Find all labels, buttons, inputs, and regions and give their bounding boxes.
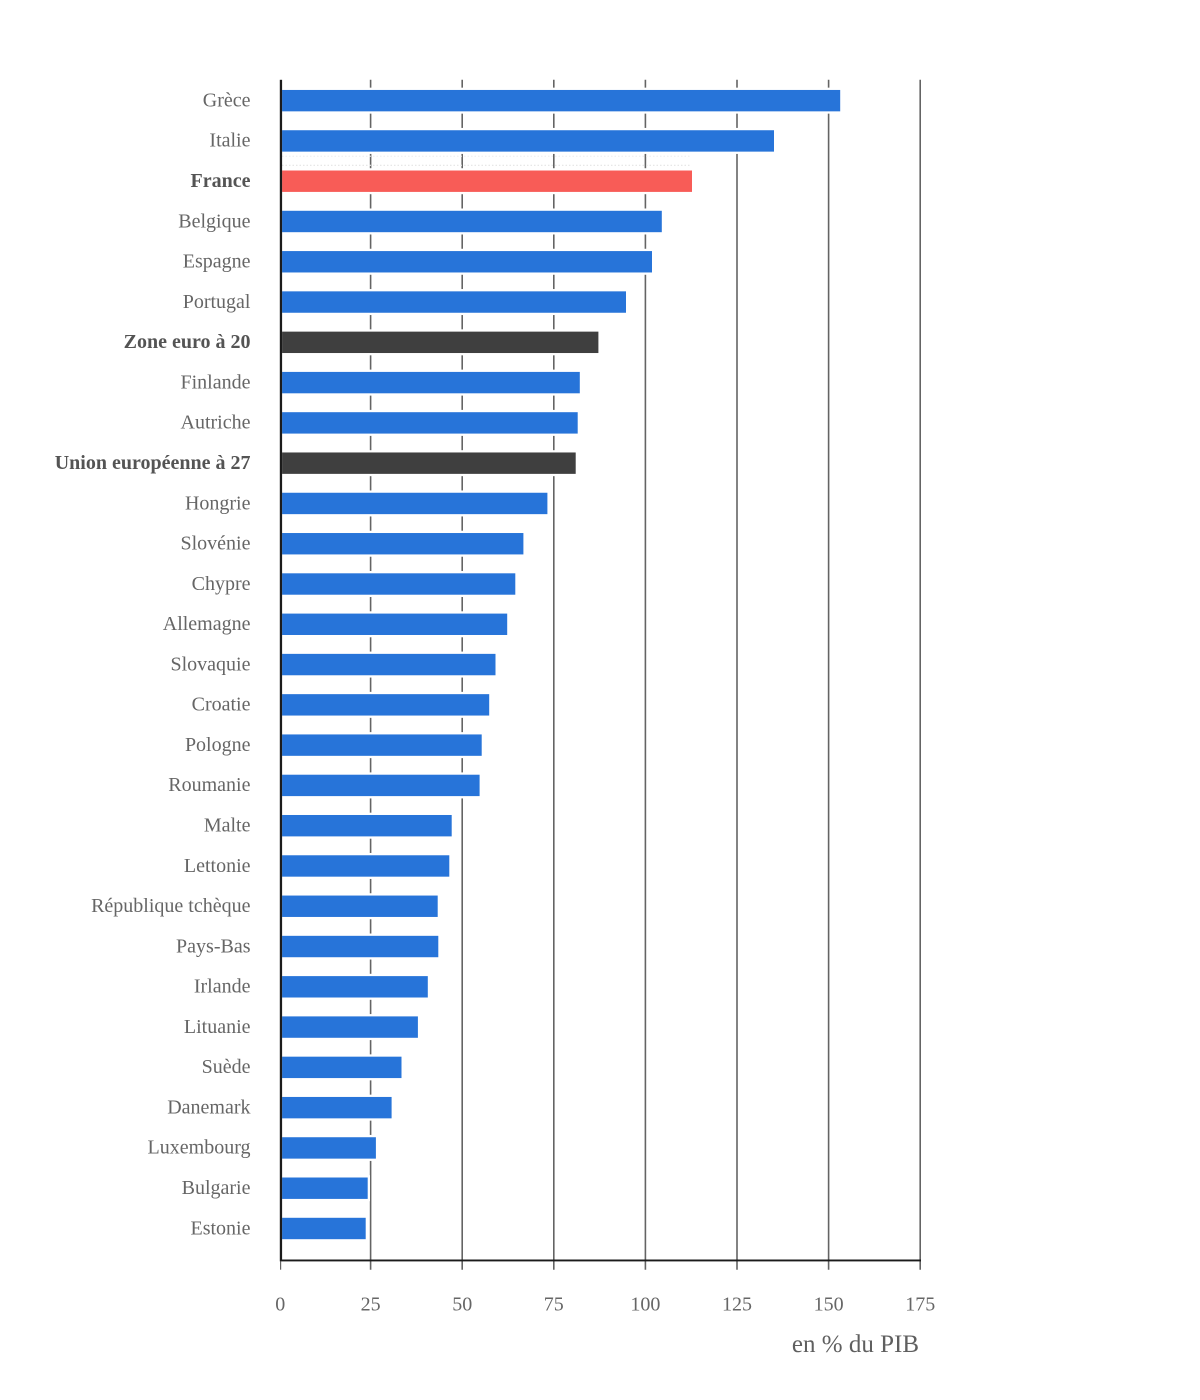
svg-text:Lituanie: Lituanie bbox=[184, 1016, 251, 1038]
svg-text:0: 0 bbox=[275, 1293, 285, 1315]
svg-text:Hongrie: Hongrie bbox=[185, 492, 251, 514]
svg-text:75: 75 bbox=[544, 1293, 564, 1315]
svg-text:France: France bbox=[191, 170, 251, 192]
svg-text:Slovaquie: Slovaquie bbox=[171, 653, 251, 675]
svg-text:Belgique: Belgique bbox=[178, 210, 250, 232]
svg-text:Portugal: Portugal bbox=[183, 291, 251, 313]
svg-text:en % du PIB: en % du PIB bbox=[792, 1331, 919, 1358]
svg-text:Bulgarie: Bulgarie bbox=[182, 1177, 251, 1199]
svg-text:Grèce: Grèce bbox=[203, 89, 251, 111]
svg-text:Pologne: Pologne bbox=[185, 734, 251, 756]
svg-text:Allemagne: Allemagne bbox=[163, 613, 251, 635]
svg-text:Espagne: Espagne bbox=[183, 251, 251, 273]
svg-text:125: 125 bbox=[722, 1293, 752, 1315]
svg-text:Autriche: Autriche bbox=[181, 412, 251, 434]
svg-text:Danemark: Danemark bbox=[167, 1096, 250, 1118]
svg-text:Suède: Suède bbox=[202, 1056, 251, 1078]
svg-text:Pays-Bas: Pays-Bas bbox=[176, 935, 251, 957]
svg-text:Zone euro à 20: Zone euro à 20 bbox=[124, 331, 251, 353]
svg-text:Luxembourg: Luxembourg bbox=[148, 1137, 251, 1159]
svg-text:Union européenne à 27: Union européenne à 27 bbox=[55, 452, 251, 474]
svg-text:Malte: Malte bbox=[204, 814, 251, 836]
svg-text:Slovénie: Slovénie bbox=[181, 533, 251, 555]
svg-text:50: 50 bbox=[452, 1293, 472, 1315]
svg-text:République tchèque: République tchèque bbox=[91, 895, 251, 917]
svg-text:Roumanie: Roumanie bbox=[168, 774, 250, 796]
svg-text:Italie: Italie bbox=[209, 130, 250, 152]
svg-text:150: 150 bbox=[814, 1293, 844, 1315]
svg-text:Estonie: Estonie bbox=[191, 1217, 251, 1239]
svg-text:100: 100 bbox=[630, 1293, 660, 1315]
svg-text:175: 175 bbox=[905, 1293, 935, 1315]
svg-text:Lettonie: Lettonie bbox=[184, 855, 251, 877]
svg-text:Irlande: Irlande bbox=[194, 976, 251, 998]
svg-text:Croatie: Croatie bbox=[192, 694, 251, 716]
svg-text:25: 25 bbox=[361, 1293, 381, 1315]
svg-text:Finlande: Finlande bbox=[181, 371, 251, 393]
svg-text:Chypre: Chypre bbox=[192, 573, 251, 595]
